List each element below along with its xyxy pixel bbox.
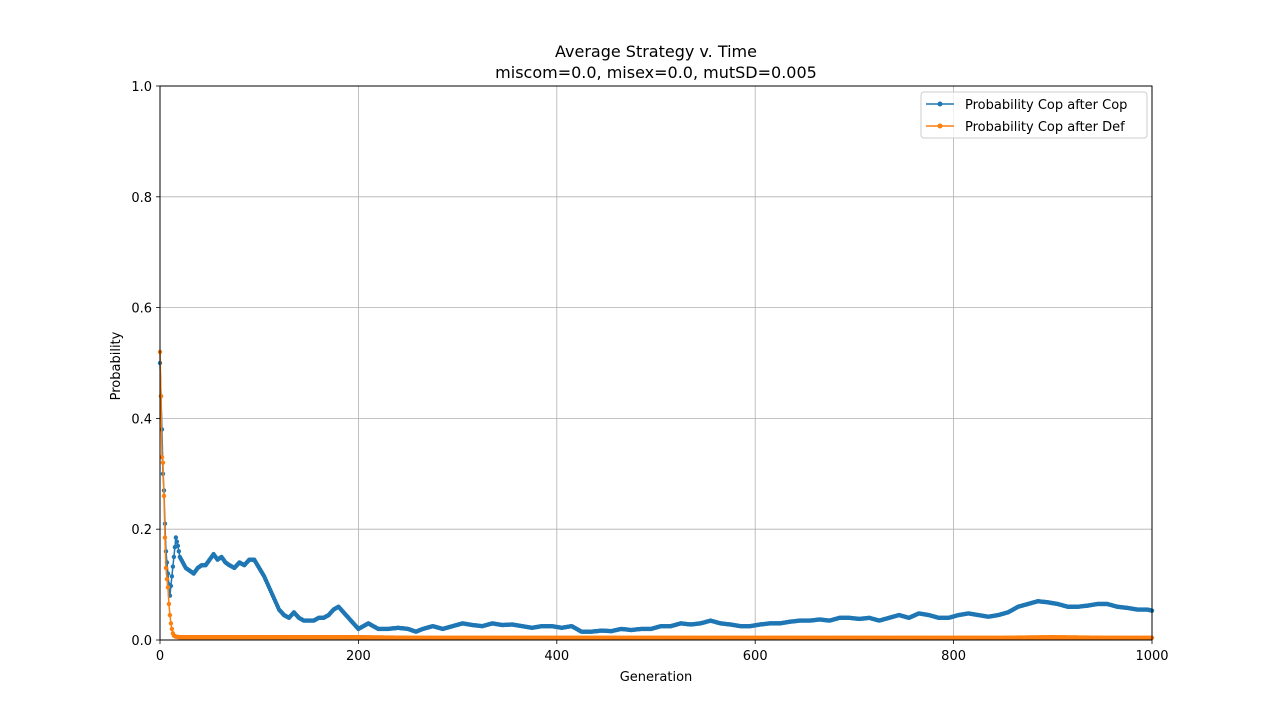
y-tick-label: 0.0 bbox=[131, 634, 152, 649]
data-point bbox=[162, 535, 168, 540]
data-point bbox=[159, 454, 165, 460]
data-point bbox=[165, 585, 171, 590]
legend-box bbox=[920, 91, 1148, 139]
x-tick-label: 200 bbox=[346, 649, 371, 664]
data-point bbox=[171, 554, 177, 560]
y-axis-label: Probability bbox=[109, 331, 124, 400]
data-point bbox=[163, 565, 169, 571]
x-tick-label: 600 bbox=[743, 649, 768, 664]
data-point bbox=[158, 394, 164, 399]
y-tick-label: 0.4 bbox=[131, 412, 152, 427]
data-point bbox=[161, 493, 167, 499]
data-point bbox=[169, 626, 175, 632]
legend: Probability Cop after Cop Probability Co… bbox=[920, 91, 1148, 139]
series-cop-after-def bbox=[157, 349, 1155, 640]
legend-marker-cop-after-cop bbox=[937, 101, 943, 107]
y-tick-label: 1.0 bbox=[131, 80, 152, 95]
data-point bbox=[168, 621, 174, 626]
legend-label-cop-after-def: Probability Cop after Def bbox=[965, 120, 1125, 135]
plot-frame bbox=[159, 85, 1153, 641]
data-point bbox=[169, 574, 175, 579]
data-point bbox=[167, 612, 173, 618]
data-point bbox=[175, 543, 181, 549]
legend-marker-cop-after-def bbox=[937, 123, 943, 129]
data-point bbox=[160, 460, 166, 465]
y-tick-label: 0.2 bbox=[131, 523, 152, 538]
series-cop-after-cop bbox=[157, 360, 1155, 634]
axis-ticks: 0 200 400 600 800 1000 0.0 0.2 0.4 0.6 0.8 1.0 bbox=[131, 80, 1168, 664]
data-point bbox=[173, 535, 179, 540]
data-point bbox=[170, 564, 176, 569]
legend-label-cop-after-cop: Probability Cop after Cop bbox=[965, 98, 1127, 113]
x-tick-label: 400 bbox=[544, 649, 569, 664]
data-point bbox=[166, 601, 172, 607]
chart-subtitle: miscom=0.0, misex=0.0, mutSD=0.005 bbox=[495, 63, 817, 82]
x-tick-label: 1000 bbox=[1135, 649, 1168, 664]
y-tick-label: 0.8 bbox=[131, 191, 152, 206]
x-axis-label: Generation bbox=[620, 670, 693, 685]
data-point bbox=[174, 539, 180, 544]
chart-title: Average Strategy v. Time bbox=[555, 42, 757, 61]
x-tick-label: 800 bbox=[941, 649, 966, 664]
y-tick-label: 0.6 bbox=[131, 302, 152, 317]
data-point bbox=[164, 576, 170, 582]
series-group bbox=[157, 349, 1155, 640]
x-tick-label: 0 bbox=[156, 649, 164, 664]
data-point bbox=[176, 549, 182, 554]
